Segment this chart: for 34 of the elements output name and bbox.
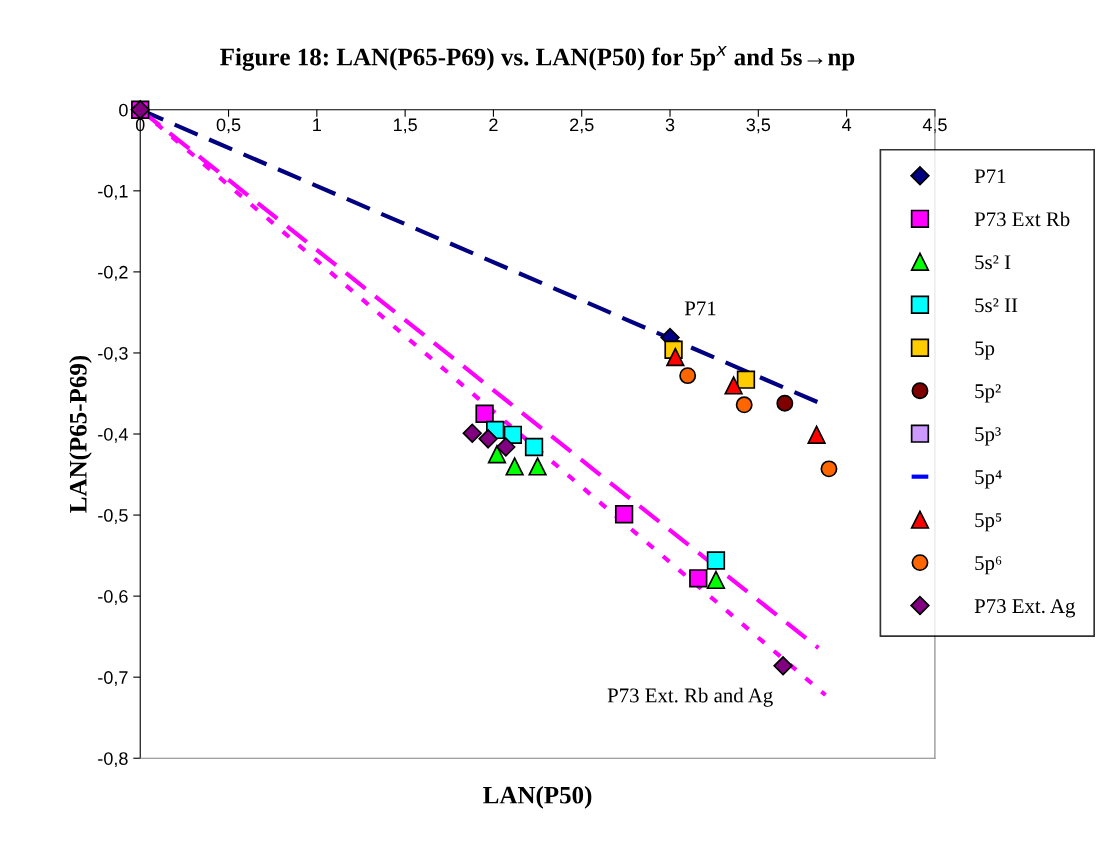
y-tick-label: -0,8 <box>98 752 128 768</box>
legend-label: P73 Ext Rb <box>974 211 1070 227</box>
x-axis-title: LAN(P50) <box>483 786 592 809</box>
x-tick-label: 2,5 <box>570 118 594 134</box>
x-tick-label: 1,5 <box>393 118 417 134</box>
x-tick-label: 3,5 <box>746 118 771 134</box>
legend-label: 5p⁴ <box>975 470 1002 489</box>
y-tick-label: -0,5 <box>98 509 128 524</box>
chart-title: Figure 18: LAN(P65-P69) vs. LAN(P50) for 5p$^{x}$ and 5s→np <box>220 46 855 71</box>
legend-label: 5p³ <box>975 427 1001 446</box>
legend-label: P73 Ext. Ag <box>974 599 1076 618</box>
x-tick-label: 3 <box>665 118 675 132</box>
legend-label: 5s² I <box>975 255 1011 270</box>
annotation: P73 Ext. Rb and Ag <box>607 687 773 707</box>
x-tick-label: 4 <box>842 118 852 132</box>
y-tick-label: -0,3 <box>98 346 128 362</box>
y-tick-label: -0,4 <box>98 427 128 443</box>
x-tick-label: 0,5 <box>216 118 241 134</box>
x-tick-label: 2 <box>489 118 498 132</box>
legend-label: 5p⁶ <box>975 556 1002 575</box>
legend-label: 5p² <box>975 384 1001 403</box>
y-tick-label: -0,2 <box>98 265 128 281</box>
y-tick-label: -0,7 <box>98 671 128 687</box>
y-tick-label: 0 <box>119 103 128 117</box>
x-tick-label: 1 <box>313 118 321 132</box>
legend-label: P71 <box>974 169 1006 184</box>
y-axis-title: LAN(P65-P69) <box>69 355 92 513</box>
y-tick-label: -0,1 <box>98 184 128 200</box>
x-tick-label: 4,5 <box>922 118 947 134</box>
annotation: P71 <box>684 301 716 316</box>
legend-label: 5p <box>975 341 995 360</box>
y-tick-label: -0,6 <box>98 590 128 605</box>
legend-label: 5p⁵ <box>975 513 1002 532</box>
legend-label: 5s² II <box>975 298 1018 313</box>
